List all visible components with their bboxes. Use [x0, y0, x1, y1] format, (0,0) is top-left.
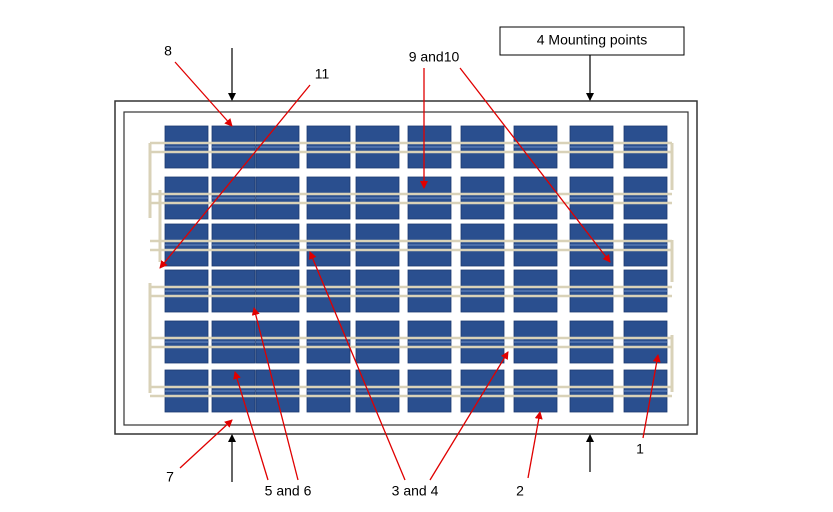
arrow: [642, 354, 661, 439]
arrow: [459, 67, 611, 263]
callout-label: 4 Mounting points: [537, 32, 648, 48]
arrow: [527, 411, 543, 479]
mounting-box: [499, 26, 685, 56]
callout-label: 8: [164, 43, 172, 59]
callout-label: 3 and 4: [392, 483, 439, 499]
callout-arrows: [159, 48, 661, 482]
arrow: [179, 419, 233, 469]
arrow: [251, 307, 299, 481]
arrow: [309, 251, 406, 481]
arrow: [159, 84, 311, 269]
arrow: [233, 371, 269, 481]
cell-grid: [148, 125, 674, 413]
callout-label: 11: [315, 66, 330, 82]
arrow: [174, 61, 233, 127]
callout-label: 1: [636, 441, 644, 457]
arrow: [429, 351, 509, 481]
callout-label: 5 and 6: [265, 483, 312, 499]
callout-label: 2: [516, 483, 524, 499]
callout-label: 7: [166, 469, 174, 485]
callout-label: 9 and10: [409, 49, 460, 65]
